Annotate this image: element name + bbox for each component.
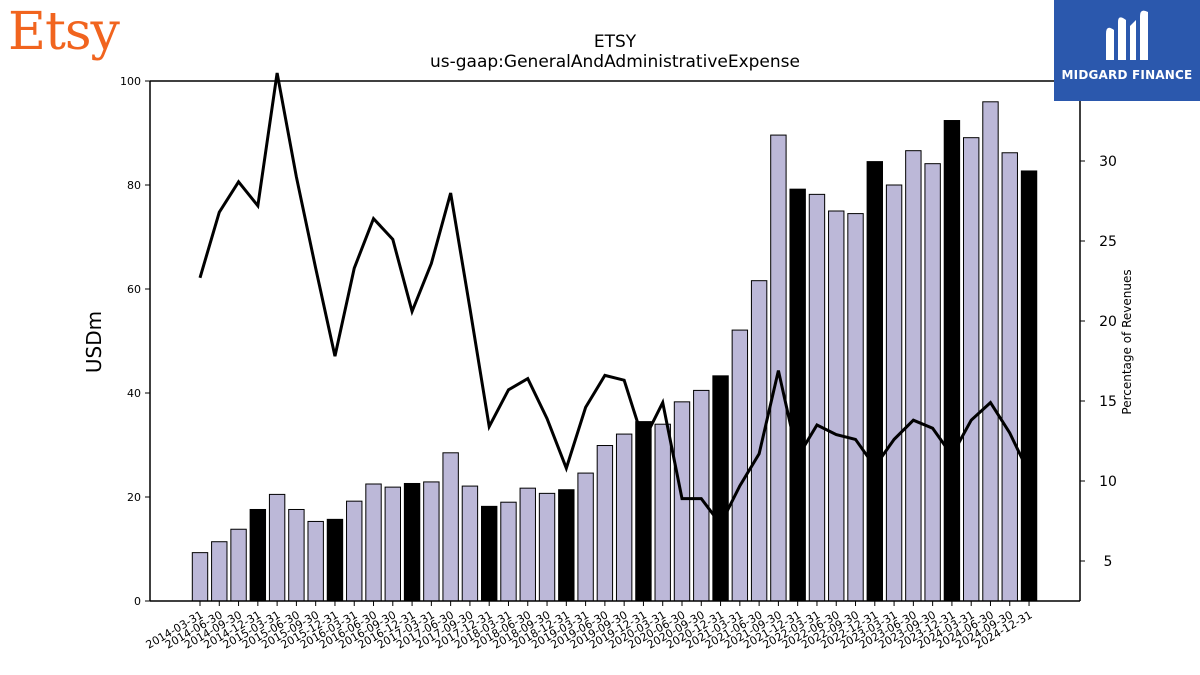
bar-2019-12-31 (635, 421, 652, 602)
bar-2024-03-31 (963, 137, 980, 602)
bar-2018-09-30 (538, 492, 556, 602)
y2-tick-label-25: 25 (1099, 234, 1117, 250)
bar-2024-09-30 (1001, 152, 1018, 602)
bar-2014-12-31 (249, 508, 267, 602)
bar-2020-03-31 (654, 423, 671, 602)
chart-subtitle: us-gaap:GeneralAndAdministrativeExpense (430, 52, 800, 72)
bar-2017-12-31 (481, 505, 498, 602)
bar-2019-06-30 (596, 445, 614, 602)
bar-2018-06-30 (519, 487, 536, 602)
bar-2023-12-31 (943, 120, 961, 602)
midgard-emblem-icon (1106, 10, 1148, 61)
y-tick-label-40: 40 (127, 387, 141, 400)
bar-2014-03-31 (191, 552, 209, 602)
bar-2020-12-31 (712, 375, 729, 602)
bar-2021-03-31 (731, 329, 749, 602)
bar-2020-09-30 (693, 389, 710, 602)
bar-2014-06-30 (211, 541, 228, 602)
y-axis-label-right: Percentage of Revenues (1120, 269, 1134, 415)
etsy-logo: Etsy (8, 2, 120, 62)
bar-2018-03-31 (500, 501, 517, 602)
bar-2017-06-30 (442, 452, 459, 602)
y-tick-label-100: 100 (120, 75, 141, 88)
bar-2019-09-30 (615, 433, 633, 602)
bar-2019-03-31 (577, 472, 594, 602)
bar-2016-12-31 (403, 482, 421, 602)
bar-2021-12-31 (789, 188, 806, 602)
y2-tick-label-5: 5 (1104, 554, 1113, 570)
bar-2017-03-31 (423, 481, 440, 602)
bar-2015-06-30 (288, 508, 305, 602)
line-series-percentage (198, 72, 1031, 528)
bar-2023-06-30 (905, 150, 922, 602)
bar-2022-12-31 (866, 161, 883, 602)
bar-2016-03-31 (346, 500, 363, 602)
bar-2014-09-30 (230, 528, 247, 602)
chart-title: ETSY (593, 32, 637, 52)
bar-2016-06-30 (365, 483, 382, 602)
bar-2022-09-30 (847, 213, 864, 602)
midgard-finance-text: MIDGARD FINANCE (1061, 68, 1193, 82)
bar-2023-03-31 (885, 184, 903, 602)
bar-2015-03-31 (268, 493, 286, 602)
bar-2024-12-31 (1020, 170, 1038, 602)
bar-2024-06-30 (982, 101, 999, 602)
y-tick-label-20: 20 (127, 491, 141, 504)
bar-2021-09-30 (770, 134, 787, 602)
bar-2015-09-30 (307, 520, 324, 602)
y-tick-label-80: 80 (127, 179, 141, 192)
bar-2018-12-31 (558, 489, 575, 602)
bar-2016-09-30 (384, 486, 402, 602)
bar-2017-09-30 (461, 485, 479, 602)
y2-tick-label-20: 20 (1099, 314, 1117, 330)
bar-2020-06-30 (673, 401, 691, 602)
y-tick-label-60: 60 (127, 283, 141, 296)
y2-tick-label-10: 10 (1099, 474, 1117, 490)
bar-2021-06-30 (750, 280, 768, 602)
y-axis-label-left: USDm (82, 310, 106, 374)
bar-2022-03-31 (808, 193, 826, 602)
y-tick-label-0: 0 (134, 595, 141, 608)
bar-2022-06-30 (828, 210, 845, 602)
bar-2023-09-30 (924, 163, 941, 602)
bar-2015-12-31 (326, 518, 344, 602)
y2-tick-label-30: 30 (1099, 154, 1117, 170)
y2-tick-label-15: 15 (1099, 394, 1117, 410)
midgard-finance-logo: MIDGARD FINANCE (1054, 0, 1200, 101)
